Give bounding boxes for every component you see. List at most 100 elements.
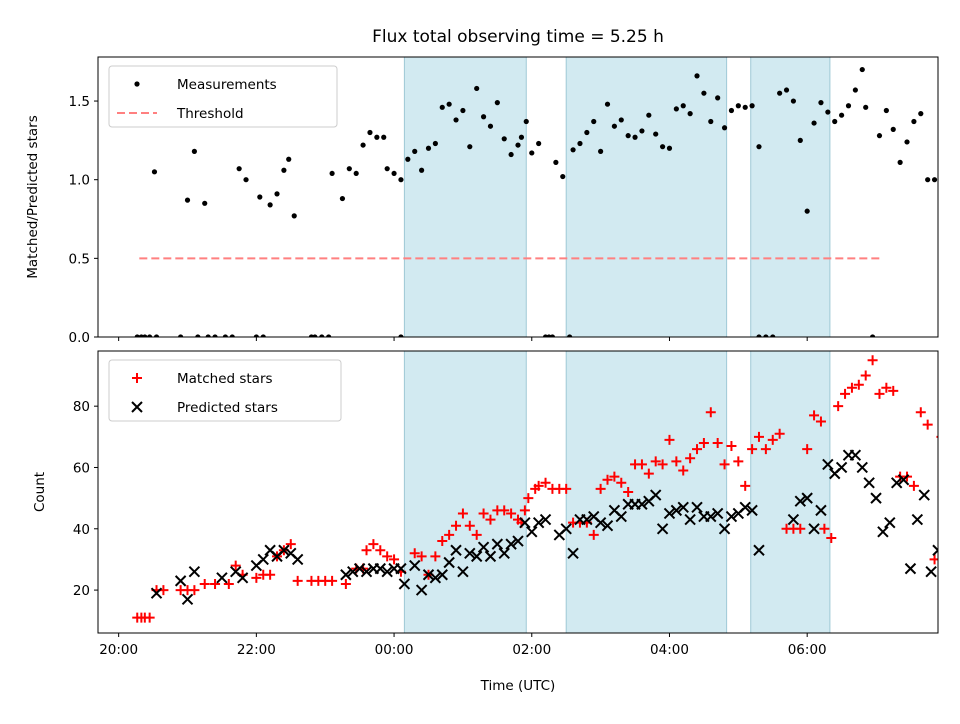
measurement-point xyxy=(467,144,473,150)
matched-star-point xyxy=(375,545,386,556)
measurement-point xyxy=(777,90,783,96)
measurement-point xyxy=(178,334,184,337)
matched-star-point xyxy=(815,416,826,427)
measurement-point xyxy=(859,66,865,73)
measurement-point xyxy=(687,111,693,117)
measurement-point xyxy=(243,177,249,183)
predicted-star-point xyxy=(360,565,373,578)
measurement-point xyxy=(911,118,917,125)
measurement-point xyxy=(142,334,148,337)
predicted-star-point xyxy=(711,507,724,520)
predicted-star-point xyxy=(470,550,483,563)
matched-star-point xyxy=(464,520,475,531)
predicted-star-point xyxy=(150,587,163,599)
measurement-point xyxy=(326,334,332,337)
measurement-point xyxy=(153,334,160,337)
measurement-point xyxy=(797,137,803,143)
shaded-interval xyxy=(565,56,728,338)
predicted-star-point xyxy=(581,513,593,526)
predicted-star-point xyxy=(787,513,800,526)
matched-star-point xyxy=(506,508,517,519)
matched-star-point xyxy=(588,529,599,540)
measurement-point xyxy=(367,129,373,136)
predicted-star-point xyxy=(925,565,937,578)
matched-star-point xyxy=(915,407,926,418)
matched-star-point xyxy=(664,434,675,445)
predicted-star-point xyxy=(863,477,875,489)
predicted-star-point xyxy=(705,510,717,523)
measurement-point xyxy=(694,73,700,79)
predicted-star-point xyxy=(815,504,827,517)
chart-title: Flux total observing time = 5.25 h xyxy=(372,27,664,47)
matched-star-point xyxy=(853,379,864,390)
panels: 0.0 0.5 1.0 1.5 Matched/Predicted stars Measu… xyxy=(25,56,939,658)
matched-star-point xyxy=(802,444,813,455)
matched-star-point xyxy=(340,578,351,589)
matched-star-point xyxy=(189,585,200,596)
measurement-point xyxy=(584,129,590,136)
measurement-point xyxy=(419,167,425,173)
matched-star-point xyxy=(733,456,744,467)
measurement-point xyxy=(708,118,714,125)
matched-star-point xyxy=(609,471,620,482)
matched-star-point xyxy=(437,536,448,547)
predicted-star-point xyxy=(725,510,738,523)
y-axis-label: Matched/Predicted stars xyxy=(25,115,41,278)
measurement-point xyxy=(659,144,666,150)
matched-star-point xyxy=(657,459,668,470)
measurement-point xyxy=(253,334,259,337)
matched-star-point xyxy=(826,532,837,543)
measurement-point xyxy=(205,334,211,337)
matched-star-point xyxy=(561,483,572,494)
predicted-star-point xyxy=(539,513,552,526)
predicted-star-point xyxy=(484,550,497,563)
predicted-star-point xyxy=(649,489,662,501)
predicted-star-point xyxy=(636,498,648,510)
measurement-point xyxy=(721,125,728,131)
predicted-star-point xyxy=(353,562,366,575)
matched-star-point xyxy=(809,410,820,421)
y-axis-label: Count xyxy=(32,472,48,512)
matched-star-point xyxy=(678,465,689,476)
measurement-point xyxy=(339,195,346,202)
matched-star-point xyxy=(616,477,627,488)
matched-star-point xyxy=(499,505,510,516)
predicted-star-point xyxy=(477,541,490,553)
panel-2: 20 40 60 80 20:00 22:00 00:00 02:00 04:00 06:00 Co… xyxy=(32,350,939,658)
predicted-star-point xyxy=(519,516,531,529)
matched-star-point xyxy=(533,480,544,491)
measurement-point xyxy=(749,103,755,109)
predicted-star-point xyxy=(457,565,469,578)
x-tick-label: 04:00 xyxy=(650,642,689,658)
measurement-point xyxy=(508,151,514,158)
measurement-point xyxy=(329,170,335,177)
predicted-star-point xyxy=(911,513,924,526)
measurement-point xyxy=(756,334,762,337)
predicted-star-point xyxy=(409,559,421,572)
matched-star-point xyxy=(523,493,534,504)
predicted-star-point xyxy=(491,538,504,550)
matched-star-point xyxy=(671,456,682,467)
measurement-point xyxy=(869,334,876,337)
measurement-point xyxy=(567,334,573,337)
measurement-point xyxy=(184,197,191,203)
shaded-interval xyxy=(565,350,728,634)
legend-label: Predicted stars xyxy=(177,400,278,416)
measurement-point xyxy=(673,106,679,112)
predicted-star-point xyxy=(257,553,269,566)
measurement-point xyxy=(222,334,228,337)
measurement-point xyxy=(147,334,153,337)
measurement-point xyxy=(925,177,931,183)
matched-star-point xyxy=(292,575,303,586)
measurement-point xyxy=(560,173,566,180)
matched-star-point xyxy=(636,459,647,470)
matched-star-point xyxy=(740,480,751,491)
matched-star-point xyxy=(361,545,372,556)
predicted-star-point xyxy=(615,510,627,523)
measurement-point xyxy=(680,103,686,109)
x-tick-label: 06:00 xyxy=(788,642,827,658)
matched-star-point xyxy=(144,612,155,623)
measurement-point xyxy=(381,134,387,140)
predicted-star-point xyxy=(398,578,411,590)
